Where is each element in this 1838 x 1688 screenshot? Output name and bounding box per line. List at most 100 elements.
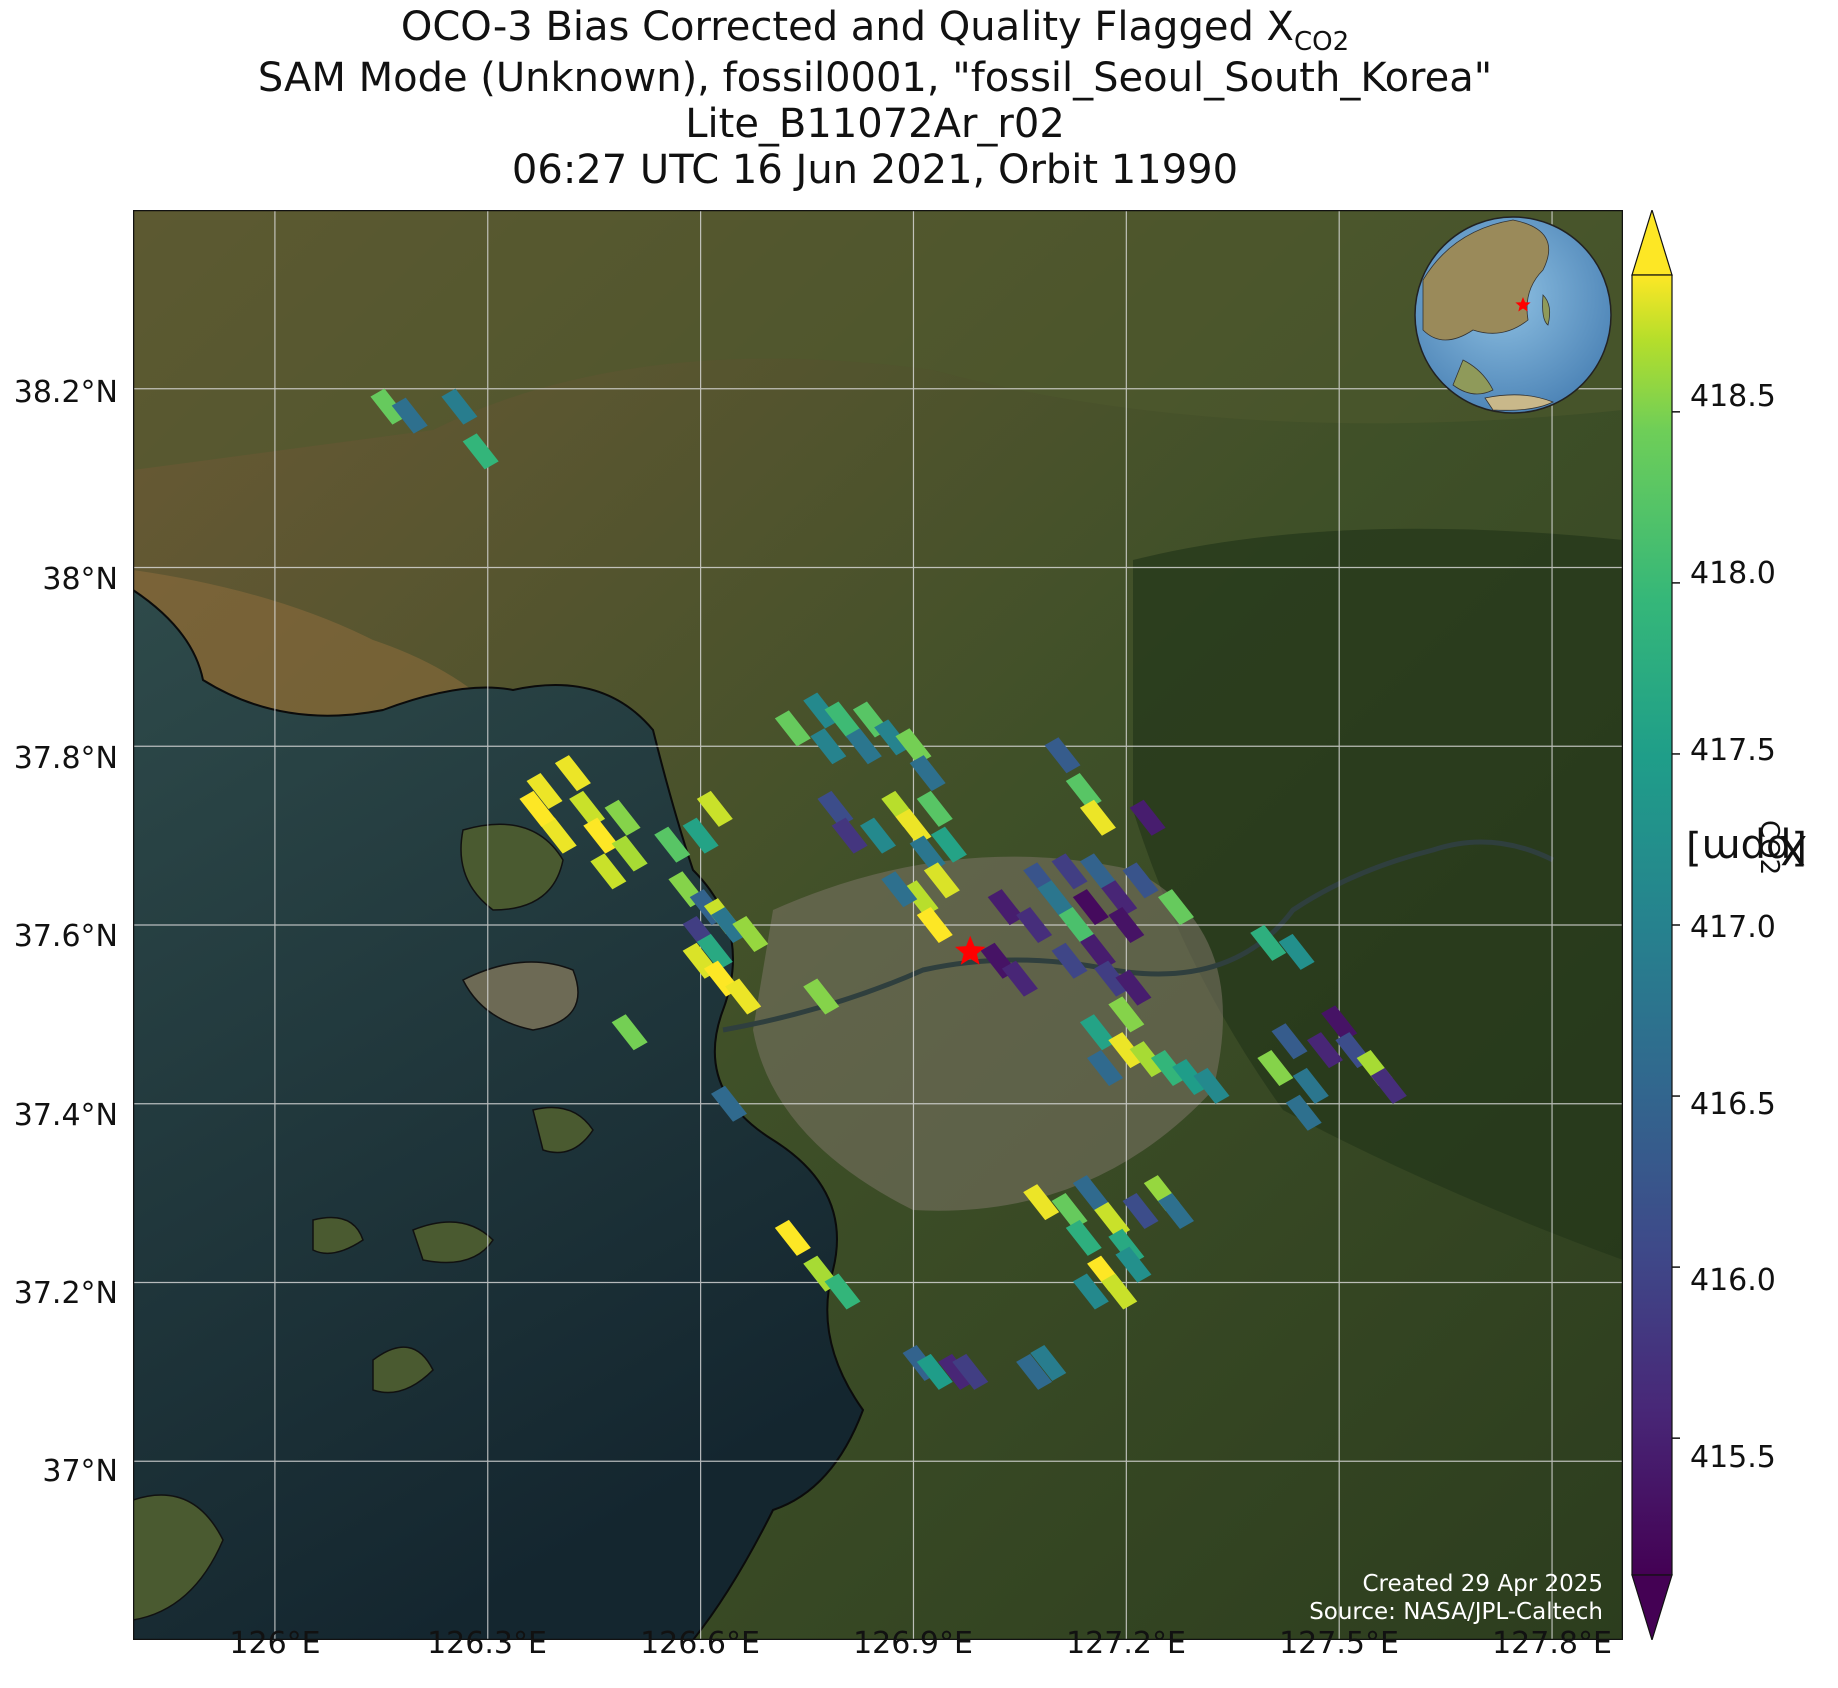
target-star-marker	[955, 935, 986, 965]
sounding-footprint	[711, 1085, 747, 1122]
x-tick-label: 126°E	[229, 1626, 321, 1661]
island	[532, 1106, 594, 1154]
sounding-footprint	[1122, 1193, 1159, 1229]
y-tick-label: 38.2°N	[13, 375, 118, 410]
island	[461, 961, 579, 1031]
colorbar-extend-max	[1631, 210, 1673, 276]
sounding-footprint	[554, 755, 591, 792]
colorbar-label: X CO2 [ppm]	[1686, 820, 1807, 876]
sounding-footprint	[881, 871, 918, 908]
sounding-footprint	[1079, 799, 1116, 836]
sounding-footprint	[1129, 799, 1166, 836]
sounding-footprint	[916, 790, 953, 827]
sounding-footprint	[1172, 1058, 1209, 1095]
sounding-footprint	[654, 826, 691, 863]
sounding-footprint	[1278, 933, 1315, 970]
sounding-footprint	[1079, 853, 1116, 890]
sounding-footprint	[1292, 1067, 1329, 1104]
han-river	[722, 839, 1555, 1033]
sounding-footprint	[803, 692, 840, 729]
colorbar-tick-label: 417.0	[1690, 910, 1776, 945]
sounding-footprint	[774, 710, 811, 747]
sounding-footprint	[1257, 1050, 1294, 1086]
sounding-footprint	[1370, 1067, 1407, 1104]
map-frame	[133, 210, 1623, 1640]
sounding-footprint	[540, 817, 577, 854]
sounding-footprint	[930, 826, 967, 863]
sounding-footprint	[569, 790, 606, 827]
colorbar-tick-label: 418.5	[1690, 379, 1776, 414]
island	[312, 1216, 364, 1255]
sounding-footprint	[952, 1353, 989, 1390]
y-tick-label: 37.8°N	[13, 741, 118, 776]
x-tick-label: 126.3°E	[427, 1626, 547, 1661]
sounding-footprint	[803, 978, 840, 1015]
sounding-footprint	[1065, 1219, 1102, 1256]
terrain-north	[133, 210, 1623, 470]
island	[412, 1221, 494, 1264]
colorbar-tick-label: 417.5	[1690, 733, 1776, 768]
sounding-footprint	[1094, 960, 1131, 997]
colorbar-extend-min	[1631, 1574, 1673, 1640]
x-tick-label: 127.2°E	[1066, 1626, 1186, 1661]
sounding-footprint	[902, 880, 939, 917]
y-tick-label: 38°N	[42, 562, 118, 597]
y-tick-label: 37.2°N	[13, 1276, 118, 1311]
colorbar-tick-label: 415.5	[1690, 1440, 1776, 1475]
sounding-footprint	[1115, 1246, 1152, 1283]
sounding-footprint	[1016, 1353, 1053, 1390]
colorbar-tick-label: 418.0	[1690, 556, 1776, 591]
sounding-footprint	[895, 728, 932, 765]
x-tick-label: 127.8°E	[1492, 1626, 1612, 1661]
map-panel	[133, 210, 1623, 1640]
sounding-footprint	[1101, 1273, 1138, 1310]
sounding-footprint	[1065, 772, 1102, 809]
urban-area	[753, 856, 1223, 1211]
sounding-footprint	[611, 835, 648, 872]
sounding-footprint	[817, 790, 854, 827]
sounding-footprint	[1193, 1067, 1230, 1104]
sounding-footprint	[1115, 969, 1152, 1006]
island	[133, 1494, 224, 1621]
sounding-footprint	[441, 388, 478, 425]
map-title: OCO-3 Bias Corrected and Quality Flagged…	[130, 4, 1620, 193]
sounding-footprint	[725, 978, 762, 1015]
sounding-footprint	[1250, 924, 1287, 961]
sounding-footprint	[1150, 1050, 1187, 1086]
sounding-footprint	[732, 915, 769, 952]
colorbar-ticks	[1672, 411, 1680, 1439]
sounding-footprint	[462, 433, 499, 470]
sounding-footprint	[1079, 933, 1116, 970]
y-tick-label: 37.6°N	[13, 919, 118, 954]
globe-australia	[1484, 394, 1554, 411]
sounding-footprint	[696, 790, 733, 827]
sounding-footprint	[1101, 880, 1138, 917]
title-line-3: Lite_B11072Ar_r02	[685, 101, 1065, 147]
sounding-footprint	[604, 799, 641, 836]
globe-islands	[1452, 359, 1494, 395]
sounding-footprint	[1072, 1273, 1109, 1310]
sounding-footprint	[1108, 1032, 1145, 1069]
sounding-footprint	[696, 933, 733, 970]
sounding-footprint	[1072, 889, 1109, 926]
y-tick-label: 37°N	[42, 1454, 118, 1489]
sounding-footprint	[874, 719, 911, 756]
inset-globe	[1414, 216, 1612, 414]
sounding-footprint	[1079, 1014, 1116, 1051]
colorbar-tick-label: 416.5	[1690, 1087, 1776, 1122]
sounding-footprint	[1001, 960, 1038, 997]
colorbar	[1631, 210, 1680, 1640]
sounding-footprint	[1271, 1023, 1308, 1060]
sounding-footprint	[810, 728, 847, 765]
title-line-4: 06:27 UTC 16 Jun 2021, Orbit 11990	[511, 147, 1239, 193]
sounding-footprint	[391, 397, 428, 434]
sounding-footprint	[845, 728, 882, 765]
sounding-footprint	[711, 907, 747, 943]
island	[460, 823, 564, 911]
sounding-footprint	[987, 889, 1024, 926]
sounding-footprint	[1108, 907, 1145, 943]
sounding-footprint	[583, 817, 620, 854]
title-line-1: OCO-3 Bias Corrected and Quality Flagged…	[400, 4, 1350, 57]
sounding-footprint	[1037, 880, 1074, 917]
sounding-footprint	[590, 853, 627, 890]
